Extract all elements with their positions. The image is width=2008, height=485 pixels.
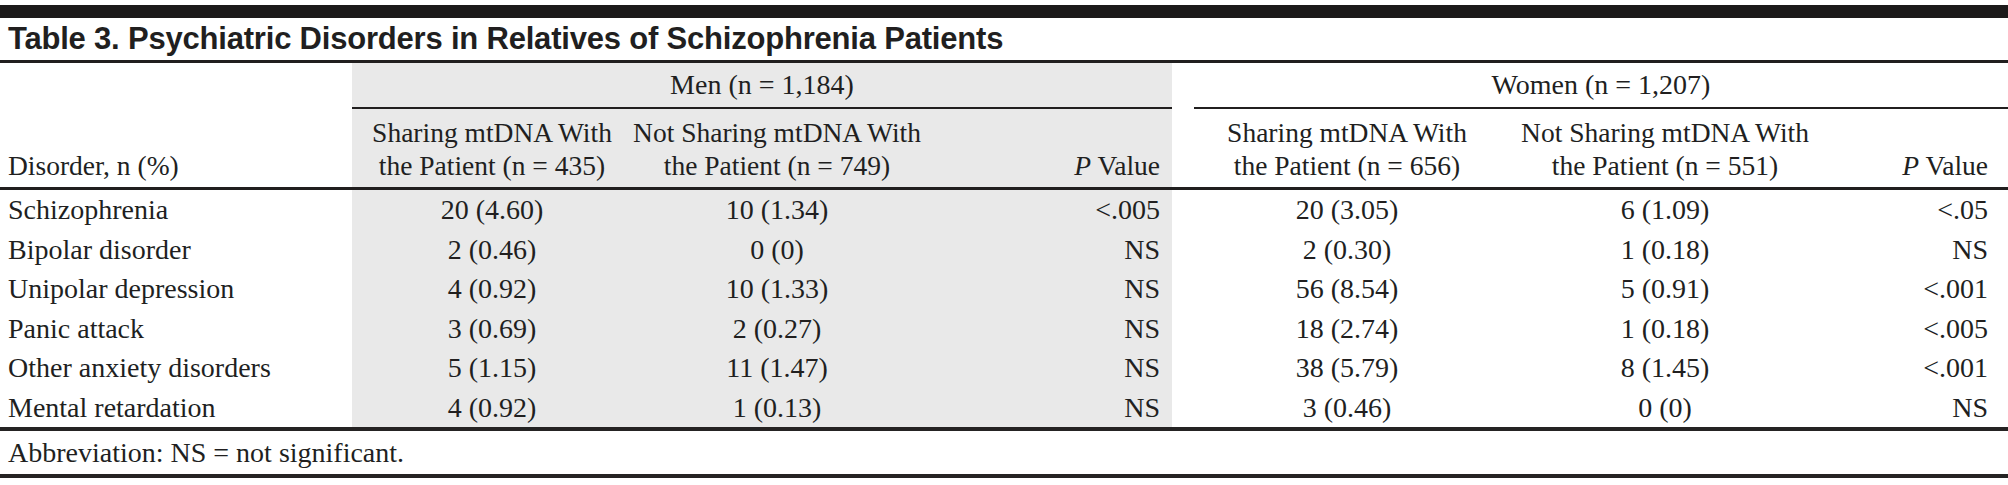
group-header-row: Men (n = 1,184) Women (n = 1,207) [0, 63, 2008, 109]
women-sharing-cell: 56 (8.54) [1194, 269, 1500, 309]
women-not-sharing-cell: 1 (0.18) [1500, 230, 1830, 270]
column-header-men-p-value: P Value [922, 149, 1172, 187]
table-row: Panic attack 3 (0.69) 2 (0.27) NS 18 (2.… [0, 309, 2008, 349]
women-p-value-cell: <.05 [1830, 190, 2008, 230]
group-header-men: Men (n = 1,184) [352, 63, 1172, 109]
column-gap [1172, 230, 1194, 270]
table-row: Schizophrenia 20 (4.60) 10 (1.34) <.005 … [0, 190, 2008, 230]
women-not-sharing-cell: 5 (0.91) [1500, 269, 1830, 309]
women-not-sharing-cell: 8 (1.45) [1500, 348, 1830, 388]
women-p-value-cell: <.001 [1830, 348, 2008, 388]
table-footnote: Abbreviation: NS = not significant. [0, 431, 2008, 474]
men-p-value-cell: NS [922, 348, 1172, 388]
women-sharing-cell: 3 (0.46) [1194, 388, 1500, 428]
disorder-cell: Bipolar disorder [0, 230, 352, 270]
men-sharing-cell: 3 (0.69) [352, 309, 632, 349]
men-p-value-cell: NS [922, 269, 1172, 309]
men-p-value-cell: <.005 [922, 190, 1172, 230]
disorder-cell: Mental retardation [0, 388, 352, 428]
bottom-rule [0, 474, 2008, 478]
men-sharing-cell: 4 (0.92) [352, 269, 632, 309]
column-gap [1172, 190, 1194, 230]
women-not-sharing-cell: 6 (1.09) [1500, 190, 1830, 230]
disorder-cell: Other anxiety disorders [0, 348, 352, 388]
women-p-value-cell: NS [1830, 230, 2008, 270]
men-p-value-cell: NS [922, 388, 1172, 428]
men-sharing-cell: 20 (4.60) [352, 190, 632, 230]
men-p-value-cell: NS [922, 230, 1172, 270]
men-not-sharing-cell: 10 (1.34) [632, 190, 922, 230]
data-table: Men (n = 1,184) Women (n = 1,207) Disord… [0, 63, 2008, 478]
table-title-row: Table 3. Psychiatric Disorders in Relati… [0, 18, 2008, 60]
column-header-row: Disorder, n (%) Sharing mtDNA With the P… [0, 109, 2008, 190]
women-p-value-cell: <.001 [1830, 269, 2008, 309]
men-not-sharing-cell: 10 (1.33) [632, 269, 922, 309]
men-p-value-cell: NS [922, 309, 1172, 349]
column-header-women-p-value: P Value [1830, 149, 2008, 187]
women-not-sharing-cell: 0 (0) [1500, 388, 1830, 428]
men-not-sharing-cell: 2 (0.27) [632, 309, 922, 349]
women-sharing-cell: 2 (0.30) [1194, 230, 1500, 270]
column-header-disorder: Disorder, n (%) [0, 149, 352, 187]
column-gap [1172, 388, 1194, 428]
women-p-value-cell: <.005 [1830, 309, 2008, 349]
men-not-sharing-cell: 11 (1.47) [632, 348, 922, 388]
women-sharing-cell: 38 (5.79) [1194, 348, 1500, 388]
women-sharing-cell: 18 (2.74) [1194, 309, 1500, 349]
men-sharing-cell: 2 (0.46) [352, 230, 632, 270]
men-not-sharing-cell: 1 (0.13) [632, 388, 922, 428]
table-row: Mental retardation 4 (0.92) 1 (0.13) NS … [0, 388, 2008, 428]
column-gap [1172, 348, 1194, 388]
column-gap [1172, 309, 1194, 349]
column-header-women-not-sharing: Not Sharing mtDNA With the Patient (n = … [1500, 116, 1830, 187]
column-header-men-sharing: Sharing mtDNA With the Patient (n = 435) [352, 116, 632, 187]
women-not-sharing-cell: 1 (0.18) [1500, 309, 1830, 349]
table-row: Unipolar depression 4 (0.92) 10 (1.33) N… [0, 269, 2008, 309]
table-row: Bipolar disorder 2 (0.46) 0 (0) NS 2 (0.… [0, 230, 2008, 270]
column-gap [1172, 269, 1194, 309]
disorder-cell: Schizophrenia [0, 190, 352, 230]
table-row: Other anxiety disorders 5 (1.15) 11 (1.4… [0, 348, 2008, 388]
men-sharing-cell: 5 (1.15) [352, 348, 632, 388]
top-rule-bar [0, 5, 2008, 18]
table-title: Table 3. Psychiatric Disorders in Relati… [0, 21, 1003, 57]
men-sharing-cell: 4 (0.92) [352, 388, 632, 428]
disorder-cell: Panic attack [0, 309, 352, 349]
group-header-women: Women (n = 1,207) [1194, 63, 2008, 109]
table-body: Schizophrenia 20 (4.60) 10 (1.34) <.005 … [0, 190, 2008, 427]
column-header-women-sharing: Sharing mtDNA With the Patient (n = 656) [1194, 116, 1500, 187]
women-p-value-cell: NS [1830, 388, 2008, 428]
journal-table-figure: Table 3. Psychiatric Disorders in Relati… [0, 0, 2008, 485]
column-header-men-not-sharing: Not Sharing mtDNA With the Patient (n = … [632, 116, 922, 187]
men-not-sharing-cell: 0 (0) [632, 230, 922, 270]
women-sharing-cell: 20 (3.05) [1194, 190, 1500, 230]
disorder-cell: Unipolar depression [0, 269, 352, 309]
